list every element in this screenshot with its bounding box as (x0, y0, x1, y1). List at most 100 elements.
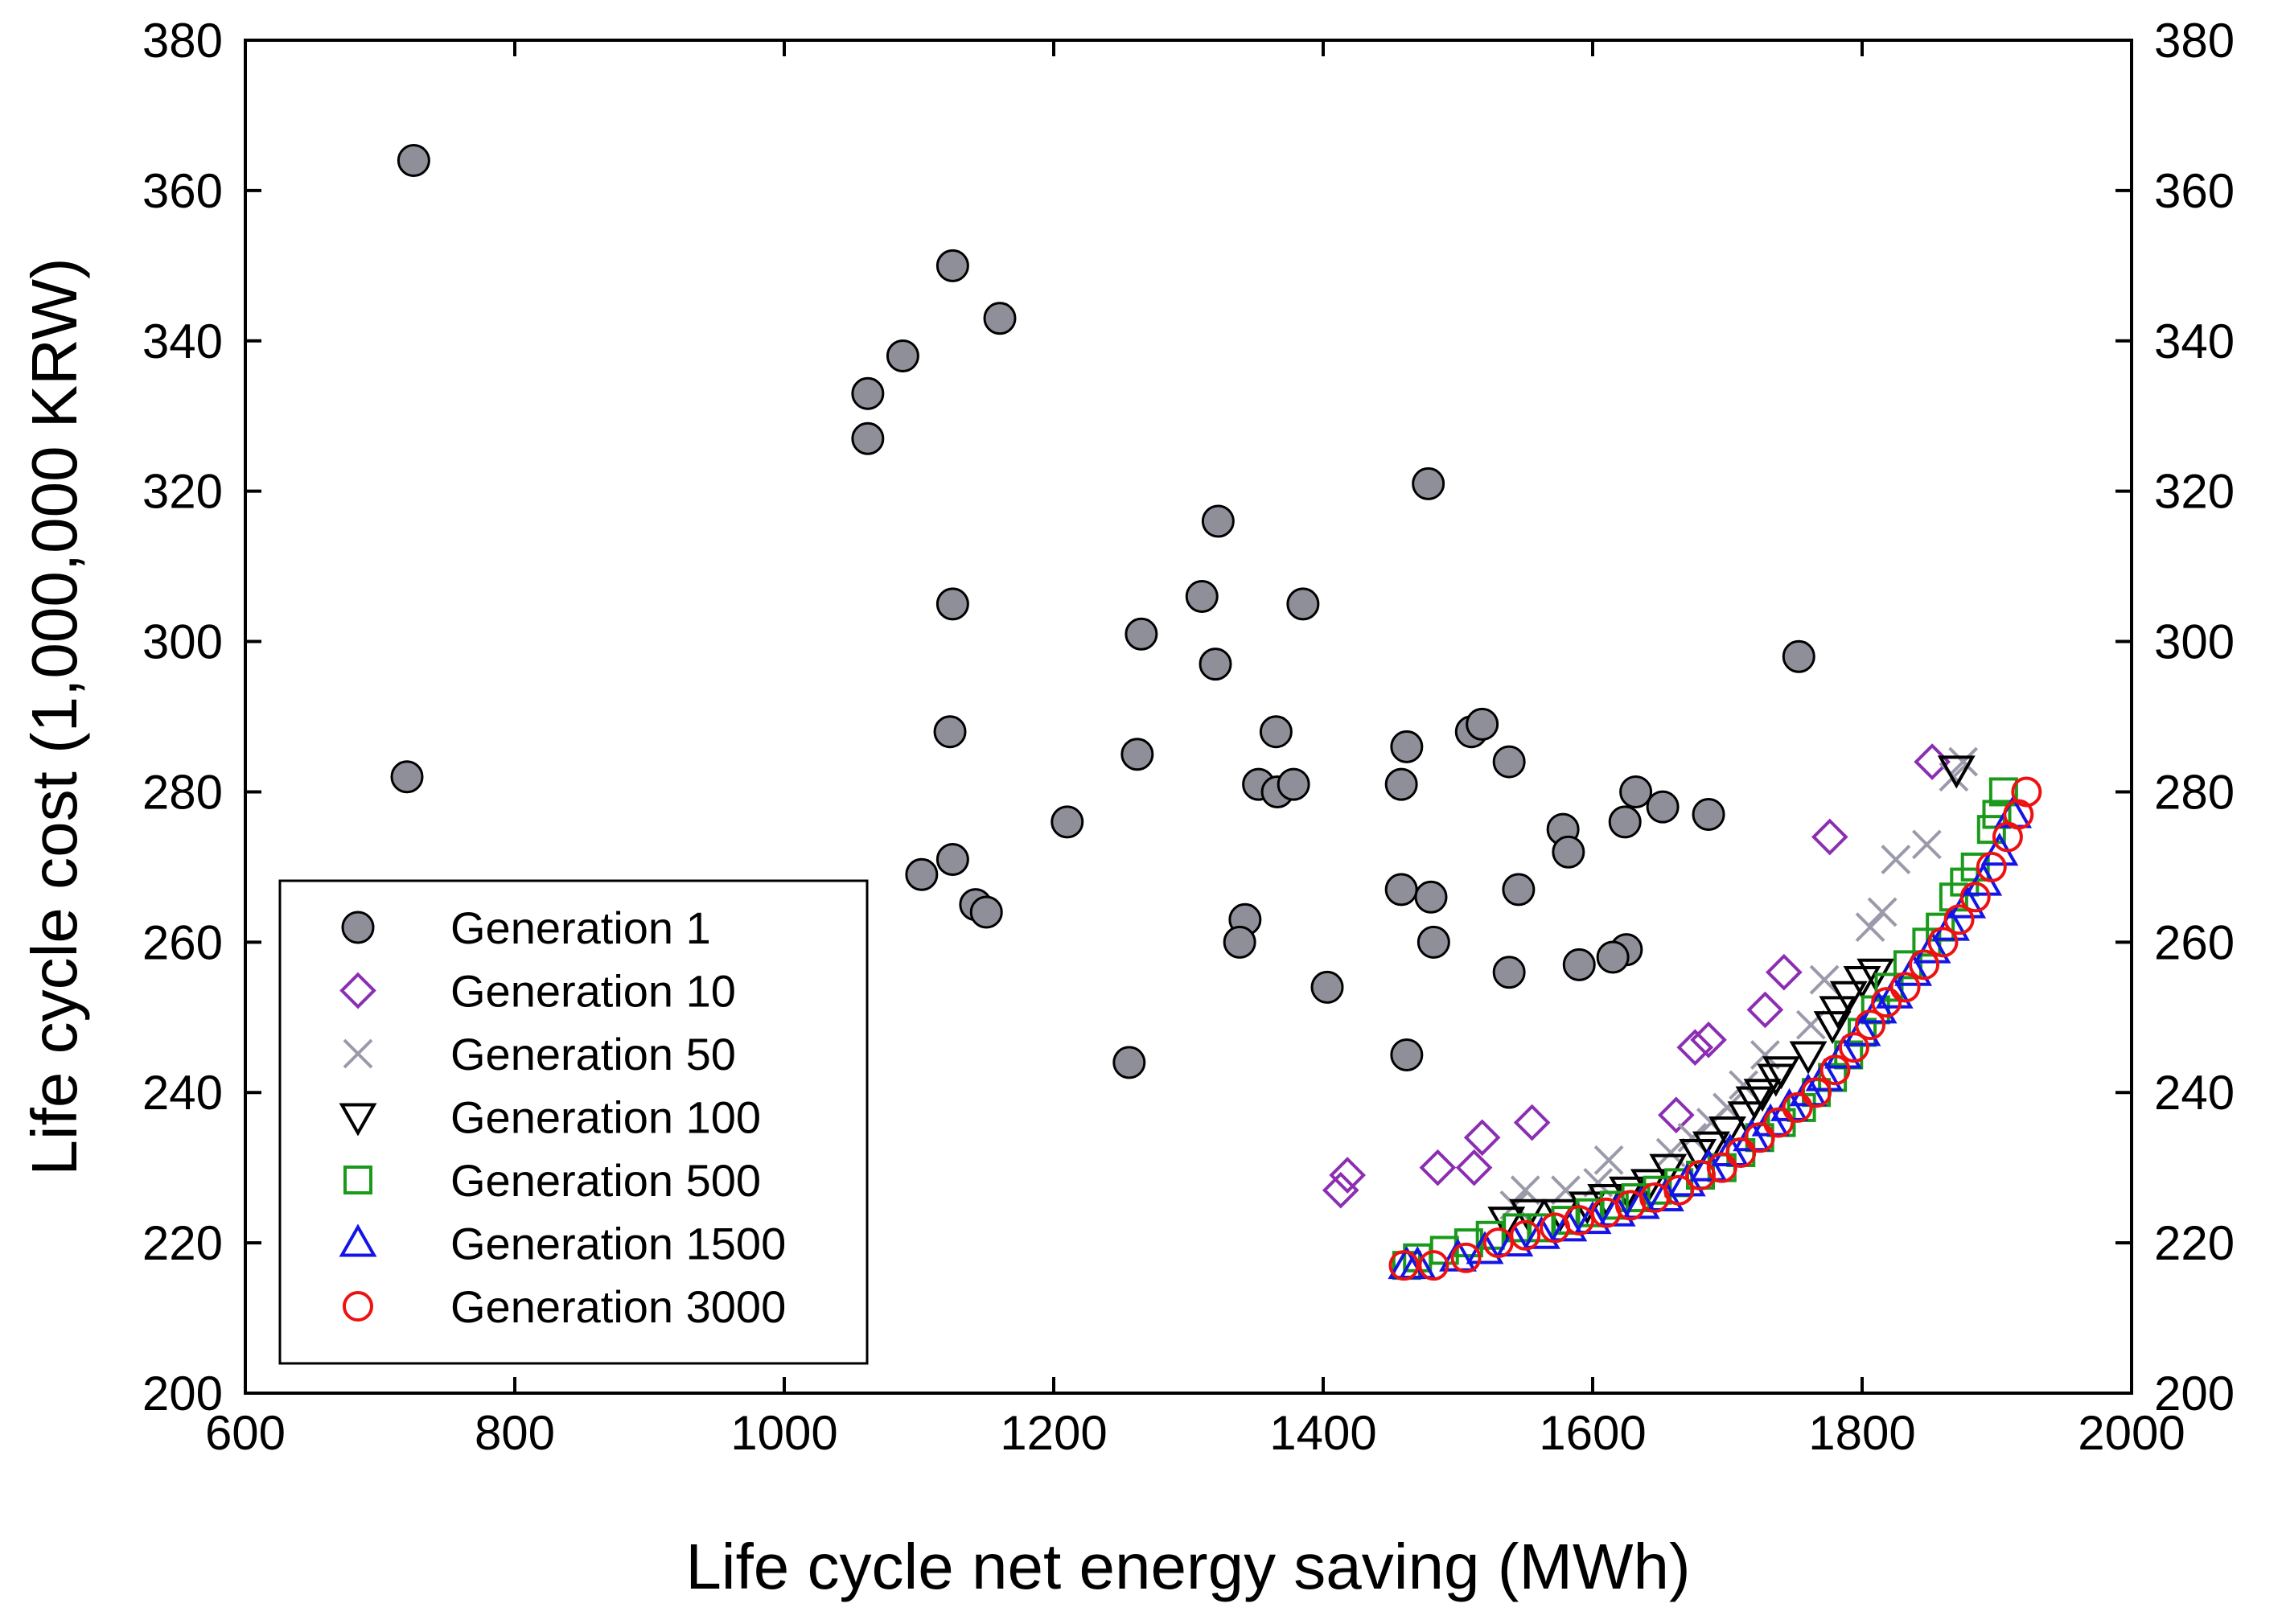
data-point (1711, 1133, 1750, 1166)
data-point (1959, 882, 1991, 913)
data-point (1782, 1092, 1813, 1123)
data-point (1475, 1220, 1505, 1250)
data-point (1824, 1035, 1862, 1069)
data-point (1937, 755, 1976, 789)
y-tick-label-right: 280 (2154, 765, 2235, 819)
data-point (1809, 964, 1840, 995)
data-point (1120, 738, 1154, 771)
series-3 (1499, 746, 1979, 1220)
data-point (1495, 1223, 1534, 1257)
data-point (1875, 975, 1914, 1009)
data-point (1911, 829, 1942, 860)
y-tick-label-left: 320 (142, 465, 223, 519)
data-point (1948, 746, 1979, 777)
data-point (1466, 707, 1499, 741)
data-point (1185, 579, 1219, 613)
series-6 (1388, 795, 2033, 1280)
y-tick-label-left: 240 (142, 1066, 223, 1120)
data-point (1573, 1201, 1612, 1235)
y-tick-label-right: 240 (2154, 1066, 2235, 1120)
data-point (1463, 1119, 1501, 1157)
data-point (1492, 745, 1526, 779)
data-point (1689, 1148, 1728, 1182)
data-point (1419, 1149, 1457, 1186)
data-point (1112, 1046, 1146, 1079)
data-point (1562, 948, 1596, 981)
data-point (1390, 730, 1424, 763)
x-tick-label: 1800 (1808, 1406, 1915, 1460)
data-point (1795, 1009, 1826, 1040)
data-point (1621, 1183, 1651, 1213)
series-1 (390, 144, 1815, 1079)
data-point (1223, 925, 1256, 959)
x-tick-label: 2000 (2078, 1406, 2185, 1460)
data-point (1492, 956, 1526, 989)
data-point (1322, 1171, 1359, 1209)
legend-label: Generation 10 (450, 966, 736, 1017)
data-point (1667, 1163, 1706, 1197)
y-tick-label-left: 280 (142, 765, 223, 819)
data-point (1522, 1215, 1560, 1249)
data-point (1948, 885, 1987, 919)
y-axis-title: Life cycle cost (1,000,000 KRW) (19, 257, 90, 1175)
data-point (1766, 953, 1803, 991)
x-axis-title: Life cycle net energy saving (MWh) (685, 1531, 1690, 1602)
x-tick-label: 1400 (1269, 1406, 1376, 1460)
data-point (1725, 1137, 1757, 1168)
data-point (390, 760, 424, 794)
y-tick-label-right: 320 (2154, 465, 2235, 519)
data-point (1286, 587, 1320, 621)
data-point (1622, 1186, 1660, 1219)
data-point (1855, 912, 1885, 943)
data-point (1593, 1145, 1624, 1175)
y-tick-label-right: 340 (2154, 315, 2235, 368)
data-point (1913, 930, 1951, 964)
y-tick-label-right: 200 (2154, 1367, 2235, 1420)
plot-area-frame (244, 39, 2133, 1395)
legend-label: Generation 1500 (450, 1219, 786, 1269)
data-point (1690, 1021, 1727, 1059)
data-point (1692, 1131, 1730, 1165)
data-point (1384, 873, 1418, 907)
x-tick-label: 600 (205, 1406, 286, 1460)
data-point (1201, 504, 1235, 538)
data-point (1943, 904, 1975, 935)
data-point (1259, 715, 1293, 749)
data-point (1838, 1032, 1869, 1063)
legend-marker (341, 911, 375, 944)
y-tick-label-left: 360 (142, 164, 223, 218)
legend-label: Generation 500 (450, 1155, 761, 1206)
y-tick-label-left: 260 (142, 915, 223, 969)
data-point (1412, 467, 1445, 500)
data-point (1909, 949, 1940, 981)
data-point (1310, 970, 1344, 1004)
data-point (1743, 1079, 1782, 1112)
y-tick-label-right: 220 (2154, 1216, 2235, 1270)
data-point (1843, 1013, 1881, 1046)
legend-label: Generation 100 (450, 1092, 761, 1143)
y-tick-label-right: 300 (2154, 615, 2235, 669)
data-point (905, 857, 939, 891)
data-point (1277, 767, 1310, 801)
data-point (1744, 1122, 1775, 1153)
legend-marker (343, 1291, 373, 1322)
data-point (1199, 648, 1232, 681)
data-point (1932, 907, 1970, 941)
data-point (851, 421, 885, 455)
data-point (1746, 991, 1784, 1029)
data-point (1881, 845, 1911, 874)
data-point (1416, 925, 1450, 959)
y-tick-label-right: 360 (2154, 164, 2235, 218)
x-tick-label: 1000 (730, 1406, 837, 1460)
data-point (1596, 940, 1630, 974)
data-point (1502, 873, 1536, 907)
data-point (886, 339, 919, 372)
data-point (1871, 987, 1902, 1018)
data-point (1912, 927, 1942, 957)
data-point (933, 715, 967, 749)
data-point (1646, 790, 1680, 824)
data-point (397, 144, 430, 178)
y-tick-label-right: 260 (2154, 915, 2235, 969)
data-point (1893, 950, 1922, 980)
